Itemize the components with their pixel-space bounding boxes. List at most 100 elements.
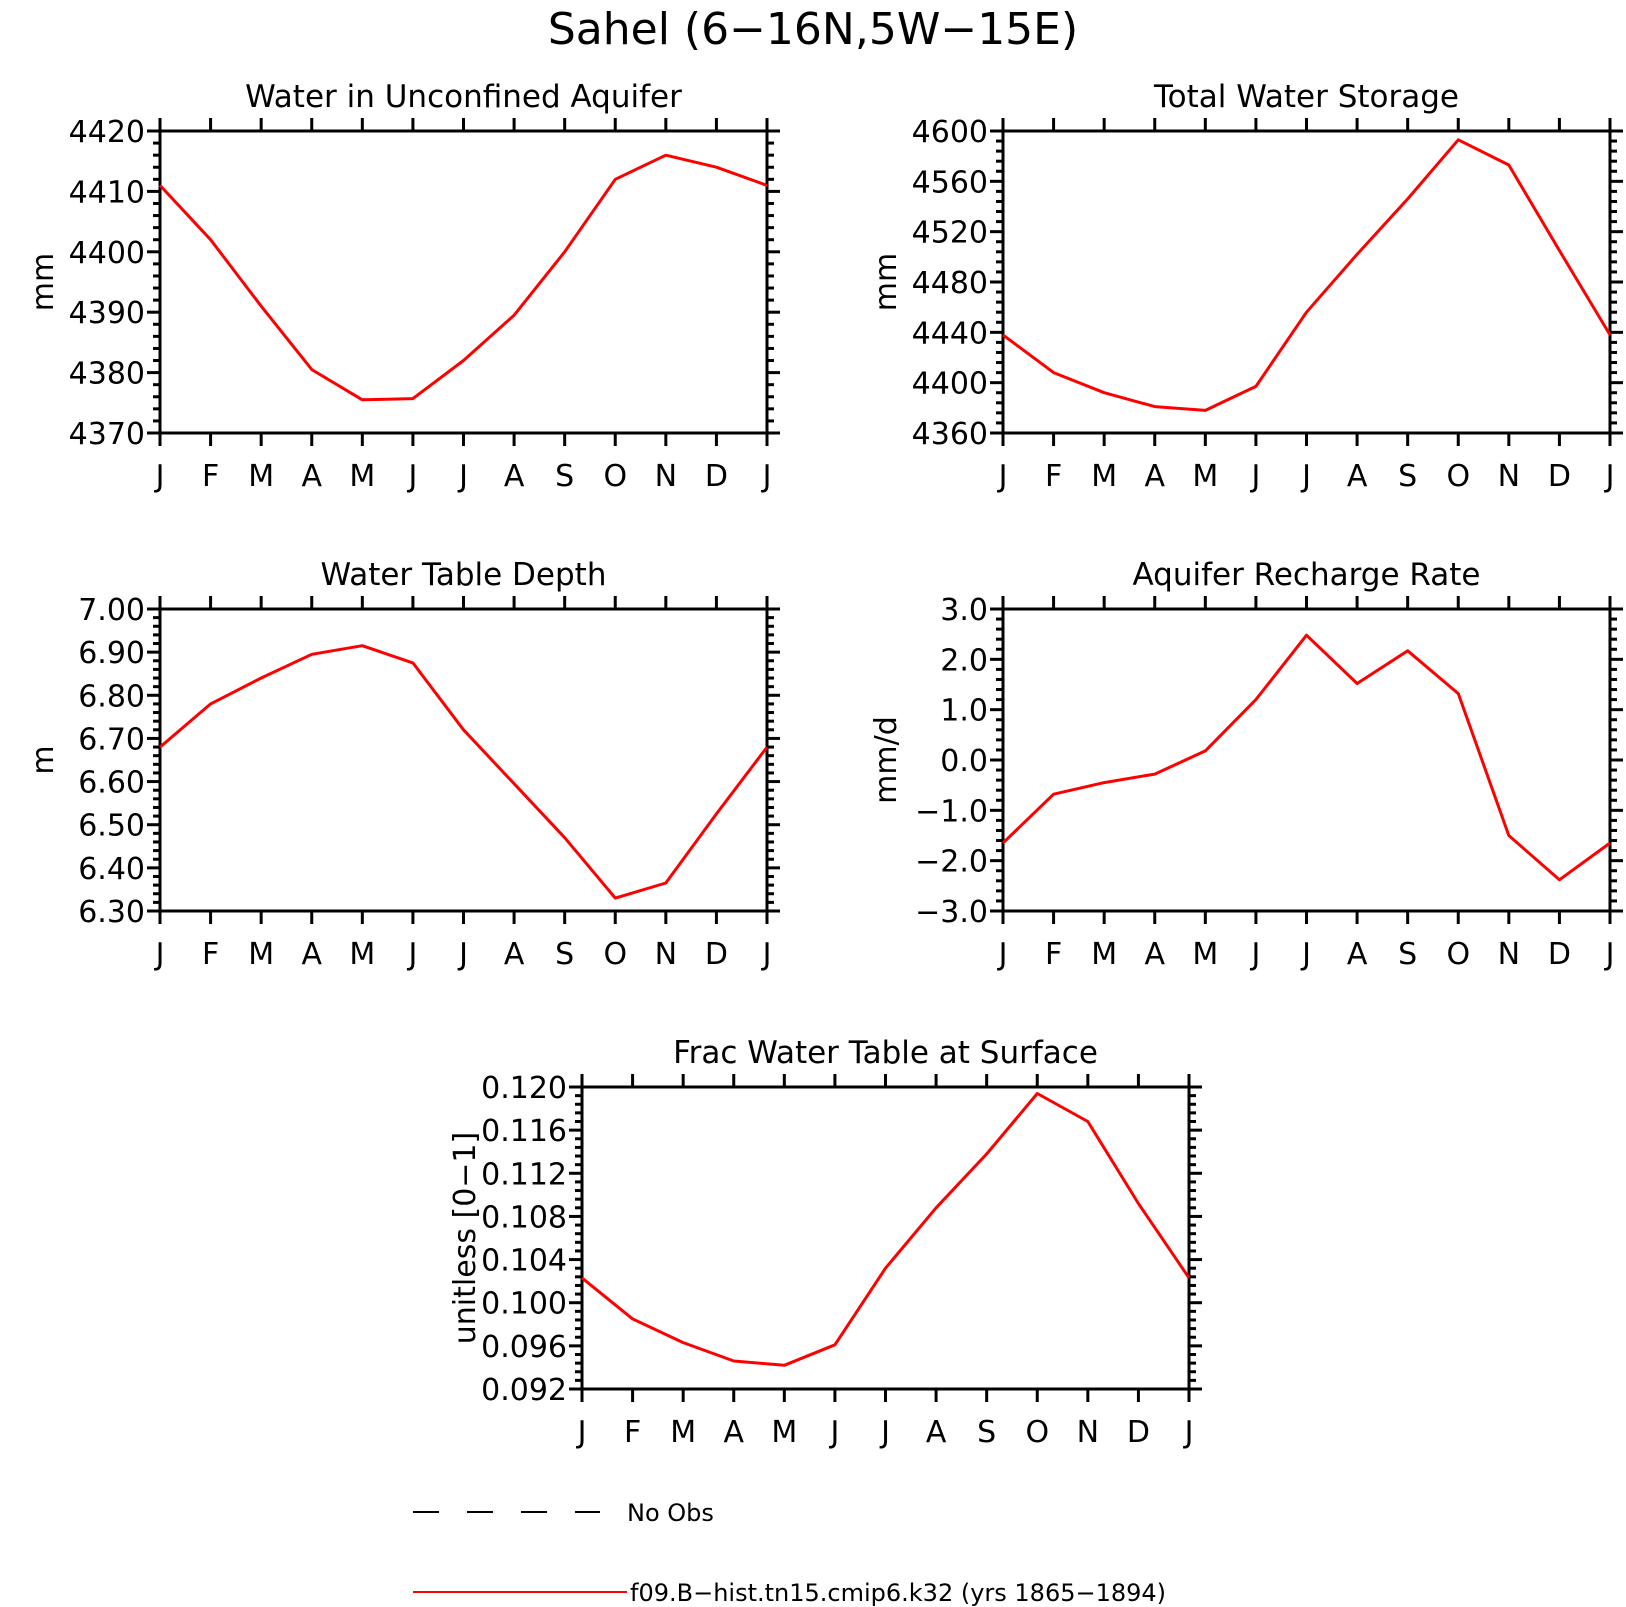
series-line	[159, 644, 769, 900]
x-tick-label: A	[1144, 459, 1165, 494]
y-tick-label: 0.120	[481, 1071, 567, 1106]
x-tick-label: O	[1446, 937, 1470, 972]
plot-frame	[158, 607, 769, 913]
x-tick-label: J	[406, 937, 417, 972]
plot-frame	[1001, 607, 1612, 913]
legend-label-model: f09.B−hist.tn15.cmip6.k32 (yrs 1865−1894…	[630, 1579, 1166, 1607]
x-tick-label: M	[1091, 459, 1117, 494]
x-tick-label: O	[603, 937, 627, 972]
x-tick-label: J	[761, 459, 772, 494]
x-tick-label: O	[1025, 1415, 1049, 1450]
x-tick-label: F	[624, 1415, 641, 1450]
x-tick-label: A	[1144, 937, 1165, 972]
x-tick-label: F	[1045, 459, 1062, 494]
y-tick-label: 4560	[912, 165, 988, 200]
x-tick-label: J	[879, 1415, 890, 1450]
x-tick-label: D	[705, 459, 728, 494]
plot-frame	[580, 1085, 1191, 1391]
x-tick-label: J	[997, 937, 1008, 972]
x-tick-label: J	[1604, 937, 1615, 972]
x-tick-label: M	[349, 937, 375, 972]
x-tick-label: J	[457, 937, 468, 972]
y-tick-label: −3.0	[915, 895, 988, 930]
panel-title: Aquifer Recharge Rate	[1133, 557, 1481, 593]
y-tick-label: 2.0	[940, 643, 988, 678]
y-tick-label: 6.80	[78, 679, 145, 714]
x-tick-label: A	[926, 1415, 947, 1450]
y-tick-label: 6.40	[78, 852, 145, 887]
y-tick-label: 4380	[69, 357, 145, 392]
plot-frame	[158, 129, 769, 435]
x-tick-label: A	[1347, 459, 1368, 494]
series-line	[158, 153, 768, 402]
y-tick-label: 6.70	[78, 722, 145, 757]
series-line	[1001, 633, 1611, 882]
x-tick-label: A	[723, 1415, 744, 1450]
y-axis-label: mm	[869, 253, 904, 311]
series-line	[581, 1092, 1191, 1367]
x-tick-label: S	[977, 1415, 996, 1450]
x-tick-label: D	[705, 937, 728, 972]
y-tick-label: −2.0	[915, 845, 988, 880]
x-tick-label: J	[406, 459, 417, 494]
x-tick-label: A	[504, 937, 525, 972]
y-tick-label: 1.0	[940, 694, 988, 729]
x-tick-label: A	[1347, 937, 1368, 972]
y-axis-label: mm/d	[869, 716, 904, 804]
x-tick-label: D	[1127, 1415, 1150, 1450]
x-tick-label: S	[555, 937, 574, 972]
y-tick-label: 4390	[69, 296, 145, 331]
x-tick-label: M	[248, 937, 274, 972]
y-tick-label: 0.0	[940, 744, 988, 779]
x-tick-label: F	[202, 937, 219, 972]
x-tick-label: N	[1077, 1415, 1099, 1450]
x-tick-label: D	[1548, 459, 1571, 494]
panel-title: Water Table Depth	[321, 557, 607, 593]
legend-label-no-obs: No Obs	[627, 1499, 714, 1527]
y-tick-label: 4420	[69, 115, 145, 150]
y-tick-label: 6.30	[78, 895, 145, 930]
y-tick-label: 0.104	[481, 1244, 567, 1279]
x-tick-label: A	[301, 459, 322, 494]
x-tick-label: D	[1548, 937, 1571, 972]
y-tick-label: −1.0	[915, 794, 988, 829]
x-tick-label: N	[1498, 459, 1520, 494]
y-tick-label: 4360	[912, 417, 988, 452]
x-tick-label: M	[248, 459, 274, 494]
x-tick-label: J	[1300, 937, 1311, 972]
y-tick-label: 0.112	[481, 1157, 567, 1192]
y-tick-label: 0.096	[481, 1330, 567, 1365]
x-tick-label: J	[576, 1415, 587, 1450]
x-tick-label: M	[1192, 937, 1218, 972]
y-tick-label: 6.90	[78, 636, 145, 671]
y-tick-label: 4440	[912, 316, 988, 351]
panel-title: Water in Unconfined Aquifer	[245, 79, 682, 115]
y-tick-label: 4400	[69, 236, 145, 271]
x-tick-label: J	[457, 459, 468, 494]
x-tick-label: S	[555, 459, 574, 494]
y-tick-label: 4600	[912, 115, 988, 150]
figure-title: Sahel (6−16N,5W−15E)	[548, 4, 1078, 55]
x-tick-label: J	[1249, 937, 1260, 972]
y-tick-label: 4410	[69, 175, 145, 210]
legend: No Obs f09.B−hist.tn15.cmip6.k32 (yrs 18…	[413, 1499, 1166, 1607]
y-tick-label: 4400	[912, 367, 988, 402]
x-tick-label: A	[504, 459, 525, 494]
x-tick-label: S	[1398, 937, 1417, 972]
y-tick-label: 3.0	[940, 593, 988, 628]
y-tick-label: 0.092	[481, 1373, 567, 1408]
x-tick-label: J	[1604, 459, 1615, 494]
y-axis-label: m	[26, 745, 61, 774]
y-tick-label: 4480	[912, 266, 988, 301]
x-tick-label: A	[301, 937, 322, 972]
y-tick-label: 0.100	[481, 1287, 567, 1322]
x-tick-label: O	[1446, 459, 1470, 494]
x-tick-label: S	[1398, 459, 1417, 494]
y-tick-label: 7.00	[78, 593, 145, 628]
x-tick-label: J	[828, 1415, 839, 1450]
